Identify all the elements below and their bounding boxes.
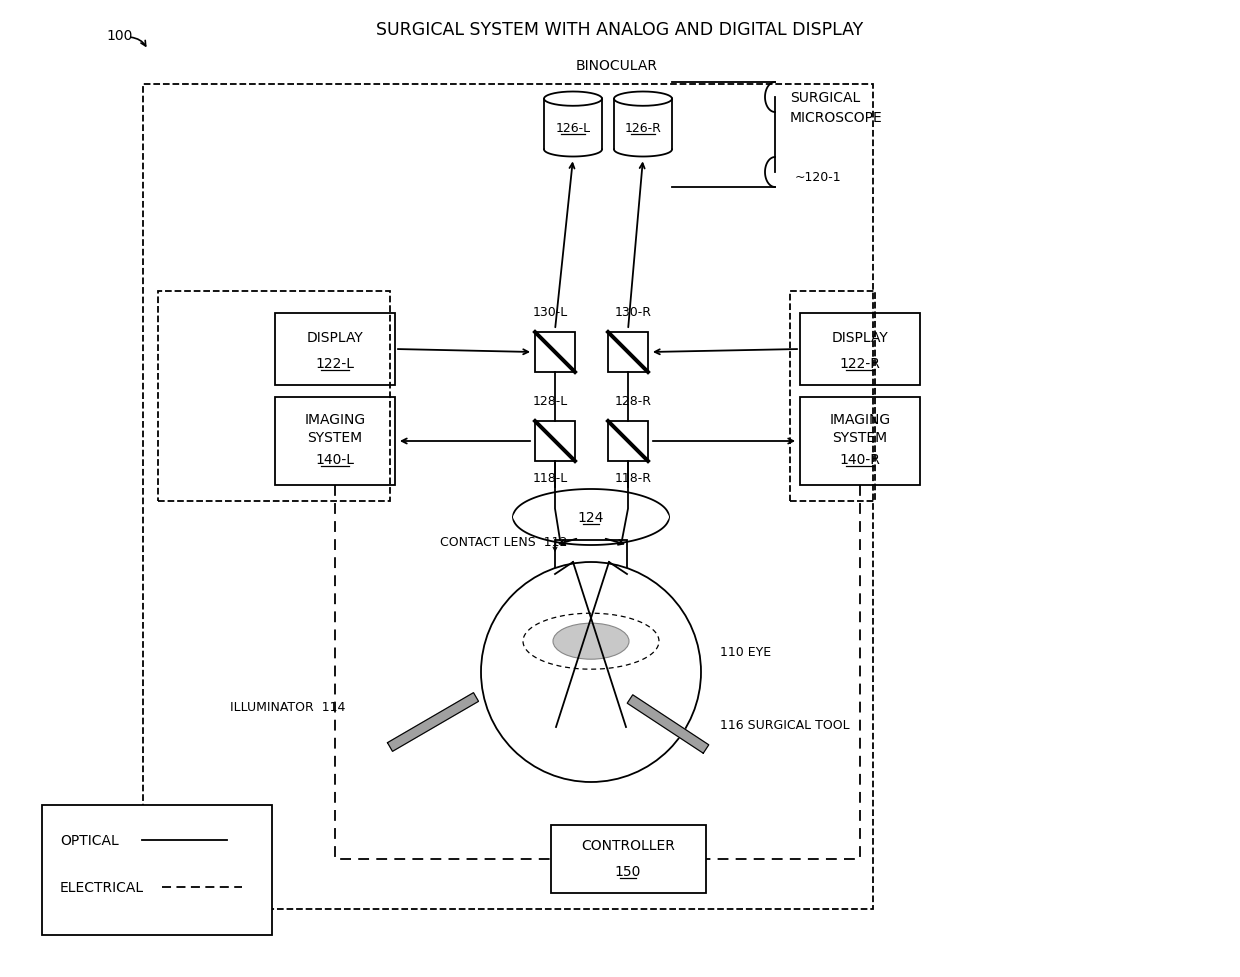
- Text: 140-L: 140-L: [315, 452, 355, 467]
- Ellipse shape: [553, 623, 629, 659]
- Bar: [534, 332, 575, 372]
- Text: BINOCULAR: BINOCULAR: [577, 59, 658, 73]
- Text: OPTICAL: OPTICAL: [60, 833, 119, 847]
- Text: 130-R: 130-R: [615, 306, 651, 319]
- Text: 100: 100: [107, 29, 133, 43]
- Ellipse shape: [513, 500, 670, 534]
- Text: 126-L: 126-L: [556, 122, 590, 136]
- Bar: [544, 100, 601, 150]
- Text: 128-L: 128-L: [532, 395, 568, 407]
- Text: 118-L: 118-L: [532, 472, 568, 485]
- Polygon shape: [387, 693, 479, 751]
- Text: CONTACT LENS  112: CONTACT LENS 112: [440, 536, 568, 549]
- Text: 124: 124: [578, 510, 604, 525]
- Text: ~120-1: ~120-1: [795, 171, 842, 185]
- Text: SYSTEM: SYSTEM: [308, 431, 362, 445]
- Text: DISPLAY: DISPLAY: [306, 330, 363, 345]
- Text: 122-R: 122-R: [839, 357, 880, 370]
- Text: 150: 150: [615, 864, 641, 878]
- Text: 130-L: 130-L: [532, 306, 568, 319]
- Bar: [800, 314, 920, 386]
- Text: 116 SURGICAL TOOL: 116 SURGICAL TOOL: [720, 719, 849, 732]
- Text: DISPLAY: DISPLAY: [832, 330, 888, 345]
- Bar: [556, 540, 627, 574]
- Bar: [800, 398, 920, 486]
- Bar: [790, 292, 875, 501]
- Text: 122-L: 122-L: [315, 357, 355, 370]
- Bar: [614, 100, 672, 150]
- Bar: [534, 421, 575, 461]
- Text: CONTROLLER: CONTROLLER: [582, 838, 675, 852]
- Polygon shape: [627, 695, 709, 753]
- Bar: [143, 85, 873, 909]
- Circle shape: [481, 563, 701, 783]
- Bar: [42, 805, 272, 935]
- Text: 140-R: 140-R: [839, 452, 880, 467]
- Bar: [275, 314, 396, 386]
- Text: ELECTRICAL: ELECTRICAL: [60, 880, 144, 894]
- Text: 110 EYE: 110 EYE: [720, 646, 771, 658]
- Bar: [275, 398, 396, 486]
- Bar: [608, 421, 649, 461]
- Text: IMAGING: IMAGING: [830, 412, 890, 427]
- Text: 118-R: 118-R: [615, 472, 651, 485]
- Text: SURGICAL
MICROSCOPE: SURGICAL MICROSCOPE: [790, 91, 883, 125]
- Bar: [551, 826, 706, 893]
- Bar: [157, 292, 391, 501]
- Text: ILLUMINATOR  114: ILLUMINATOR 114: [229, 701, 346, 714]
- Text: SURGICAL SYSTEM WITH ANALOG AND DIGITAL DISPLAY: SURGICAL SYSTEM WITH ANALOG AND DIGITAL …: [377, 21, 863, 39]
- Text: IMAGING: IMAGING: [305, 412, 366, 427]
- Text: SYSTEM: SYSTEM: [832, 431, 888, 445]
- Text: 128-R: 128-R: [615, 395, 651, 407]
- Bar: [608, 332, 649, 372]
- Text: 126-R: 126-R: [625, 122, 661, 136]
